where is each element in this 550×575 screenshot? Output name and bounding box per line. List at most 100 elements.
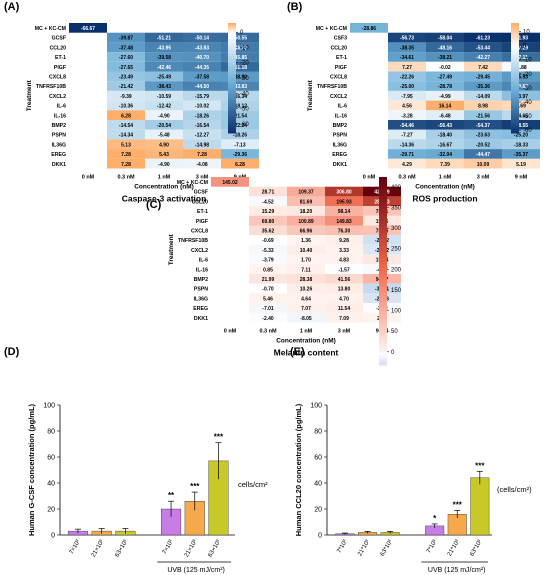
heatmap-cell <box>145 139 183 150</box>
cell-value: -23.97 <box>514 94 528 100</box>
heatmap-cell <box>426 158 464 169</box>
heatmap-panel-3: (C) MC + KC-CM 145.02 GCSF 28.71 109.37 306.80… <box>146 177 402 366</box>
heatmap-cell <box>211 177 249 187</box>
x-axis-label: Concentration (nM) <box>134 184 194 191</box>
colorbar-tick-label: 400 <box>391 185 402 191</box>
cell-value: -12.42 <box>157 104 171 110</box>
colorbar-segment <box>511 57 519 61</box>
cell-value: -18.26 <box>195 113 209 119</box>
cell-value: -14.09 <box>476 94 490 100</box>
heatmap-cell <box>325 235 363 245</box>
colorbar-segment <box>228 63 236 66</box>
heatmap-cell <box>221 110 259 120</box>
heatmap-cell <box>502 110 540 120</box>
heatmap-cell <box>426 139 464 150</box>
colorbar-segment <box>511 34 519 37</box>
y-tick-label: 0 <box>318 533 322 540</box>
heatmap-cell <box>183 149 221 159</box>
cell-value: -16.54 <box>195 123 209 129</box>
cell-value: 7.69 <box>516 104 526 110</box>
cell-value: -50.55 <box>233 36 247 42</box>
heatmap-cell <box>464 158 502 169</box>
cell-value: -8.05 <box>300 316 312 322</box>
cell-value: -38.43 <box>157 84 171 90</box>
cell-value: -37.58 <box>195 74 209 80</box>
heatmap-cell <box>426 120 464 130</box>
cell-value: -3.79 <box>262 258 274 264</box>
heatmap-cell <box>325 283 363 294</box>
colorbar-segment <box>228 118 236 121</box>
cell-value: -23.63 <box>476 133 490 139</box>
cell-value: -20.54 <box>157 123 171 129</box>
colorbar-segment <box>228 78 236 81</box>
heatmap-cell <box>107 90 145 101</box>
colorbar-segment <box>228 67 236 70</box>
colorbar-segment <box>511 122 519 125</box>
colorbar-segment <box>511 89 519 92</box>
cell-value: 21.99 <box>262 277 275 283</box>
cell-value: -35.37 <box>514 152 528 158</box>
cell-value: -12.27 <box>195 133 209 139</box>
colorbar-segment <box>511 76 519 79</box>
heatmap-cell <box>107 158 145 169</box>
row-label: PSPN <box>333 133 347 139</box>
row-label: GCSF <box>194 190 208 196</box>
colorbar-segment <box>379 330 387 335</box>
heatmap-cell <box>426 52 464 62</box>
cell-value: 100.89 <box>298 219 314 225</box>
colorbar-segment <box>379 249 387 253</box>
cell-value: -25.49 <box>157 74 171 80</box>
cell-value: -29.36 <box>233 152 247 158</box>
cell-value: 7.42 <box>478 65 488 71</box>
heatmap-cell <box>388 129 426 140</box>
colorbar-segment <box>228 45 236 48</box>
heatmap-cell <box>249 293 287 304</box>
colorbar-segment <box>511 100 519 103</box>
cell-value: -20.52 <box>476 142 490 148</box>
cell-value: -1.88 <box>515 65 527 71</box>
heatmap-cell <box>107 71 145 82</box>
colorbar-segment <box>228 37 236 40</box>
colorbar-segment <box>228 107 236 110</box>
colorbar-segment <box>228 79 236 83</box>
cell-value: -16.67 <box>438 142 452 148</box>
cell-value: 5.43 <box>159 152 169 158</box>
heatmap-cell <box>145 81 183 91</box>
row-label: IL-16 <box>335 113 347 119</box>
bar-chart-panel-2: (E) 0 20 40 60 80 100 Human CCL20 concentration… <box>290 346 532 574</box>
heatmap-cell <box>145 158 183 169</box>
cell-value: -25.00 <box>400 84 414 90</box>
cell-value: -34.61 <box>400 55 414 61</box>
cell-value: -50.14 <box>195 36 209 42</box>
colorbar-tick-label: 150 <box>391 288 402 294</box>
colorbar-segment <box>379 280 387 285</box>
colorbar-segment <box>379 236 387 241</box>
category-label: 63×10³ <box>114 539 129 558</box>
heatmap-cell <box>502 149 540 159</box>
heatmap-cell <box>107 139 145 150</box>
colorbar-segment <box>379 286 387 291</box>
row-label: MC + KC-CM <box>35 26 66 32</box>
heatmap-cell <box>287 274 325 284</box>
colorbar-tick-label: 300 <box>391 226 402 232</box>
cell-value: 35.62 <box>262 228 275 234</box>
heatmap-cell <box>388 32 426 43</box>
cell-value: 0.85 <box>263 267 273 273</box>
heatmap-cell <box>183 100 221 111</box>
heatmap-cell <box>107 120 145 130</box>
row-label: CXCL8 <box>330 74 347 80</box>
heatmap-cell <box>249 264 287 274</box>
colorbar-segment <box>511 94 519 97</box>
cell-value: -21.54 <box>233 113 247 119</box>
colorbar-segment <box>228 59 236 62</box>
y-axis-label: Treatment <box>26 79 33 111</box>
cell-value: -54.46 <box>400 123 414 129</box>
row-label: CXCL8 <box>49 74 66 80</box>
colorbar-segment <box>511 23 519 26</box>
cell-value: -14.34 <box>119 133 133 139</box>
cell-value: -53.44 <box>476 45 490 51</box>
heatmap-cell <box>107 100 145 111</box>
colorbar-segment <box>228 65 236 68</box>
y-tick-label: 100 <box>43 403 55 410</box>
row-label: IL-16 <box>196 267 208 273</box>
